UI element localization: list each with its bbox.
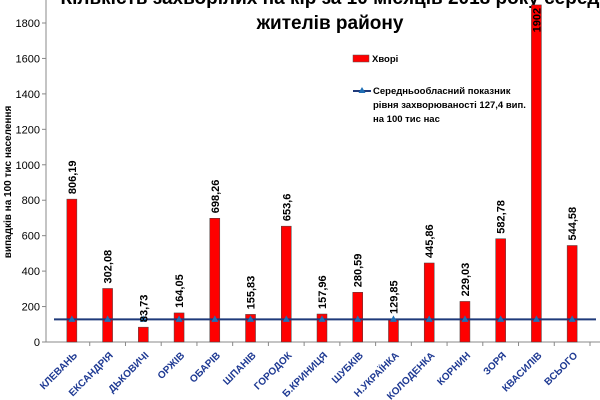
y-axis-label: випадків на 100 тис населення [3, 106, 14, 259]
x-tick-label: ШПАНІВ [221, 350, 258, 387]
line-marker-triangle [139, 315, 147, 322]
data-label: 582,78 [496, 200, 508, 234]
legend-label-bars: Хворі [372, 54, 398, 65]
legend-label-line-2: рівня захворюваності 127,4 вип. [373, 100, 526, 111]
data-label: 544,58 [567, 207, 579, 241]
bar [423, 262, 435, 343]
y-tick-label: 800 [22, 195, 40, 207]
line-marker-triangle [104, 315, 112, 322]
data-label: 164,05 [174, 274, 186, 308]
data-label: 83,73 [138, 295, 150, 323]
legend-label-line-1: Середньообласний показник [373, 86, 511, 97]
line-marker-triangle [354, 315, 362, 322]
y-tick-label: 0 [34, 337, 40, 349]
line-marker-triangle [68, 315, 76, 322]
data-label: 157,96 [317, 275, 329, 309]
x-tick-label: ЗОРЯ [482, 350, 509, 377]
legend: Хворі Середньообласний показник рівня за… [352, 54, 526, 125]
line-marker-triangle [425, 315, 433, 322]
data-label: 129,85 [388, 280, 400, 314]
x-tick-label: КОРНИН [435, 350, 473, 388]
data-label: 229,03 [460, 263, 472, 297]
x-tick-label: ОБАРІВ [188, 350, 223, 385]
chart-title-line-1: Кількість захворілих на кір за 10 місяці… [61, 0, 600, 9]
line-marker-triangle [497, 315, 505, 322]
y-tick-label: 1600 [16, 53, 40, 65]
y-tick-label: 200 [22, 302, 40, 314]
bar [209, 218, 221, 343]
bar [495, 238, 506, 343]
bar [316, 313, 328, 343]
data-label: 302,08 [103, 250, 115, 284]
bar [138, 326, 149, 343]
x-tick-label: ОРЖІВ [156, 350, 187, 381]
legend-label-line-3: на 100 тис нас [373, 114, 440, 125]
y-tick-label: 400 [22, 266, 40, 278]
y-tick-label: 600 [22, 231, 40, 243]
line-marker-triangle [461, 315, 469, 322]
line-marker-triangle [568, 315, 576, 322]
line-marker-triangle [247, 315, 255, 322]
bar [66, 198, 78, 343]
bar [388, 318, 399, 343]
line-marker-triangle [532, 315, 540, 322]
bar [566, 245, 578, 343]
line-marker-triangle [282, 315, 290, 322]
legend-marker-triangle [358, 87, 366, 93]
bar [531, 4, 542, 343]
data-label: 155,83 [246, 276, 258, 310]
data-label: 806,19 [67, 160, 79, 194]
x-tick-label: ШУБКІВ [330, 350, 366, 386]
data-label: 280,59 [353, 254, 365, 288]
data-label: 698,26 [210, 180, 222, 214]
chart-title-line-2: жителів району [256, 13, 404, 34]
line-marker-triangle [318, 315, 326, 322]
data-label: 1902 [531, 8, 543, 32]
y-tick-label: 1200 [16, 124, 40, 136]
y-tick-label: 1400 [16, 89, 40, 101]
line-marker-triangle [389, 315, 397, 322]
data-label: 653,6 [281, 194, 293, 222]
y-tick-label: 1000 [16, 160, 40, 172]
legend-swatch-bars [352, 54, 370, 63]
line-marker-triangle [175, 315, 183, 322]
y-tick-label: 1800 [16, 18, 40, 30]
line-marker-triangle [211, 315, 219, 322]
data-label: 445,86 [424, 224, 436, 258]
bar [245, 314, 256, 343]
bar [102, 288, 113, 343]
x-tick-label: ВСЬОГО [543, 350, 581, 388]
bar [281, 225, 292, 343]
bar [173, 312, 185, 343]
